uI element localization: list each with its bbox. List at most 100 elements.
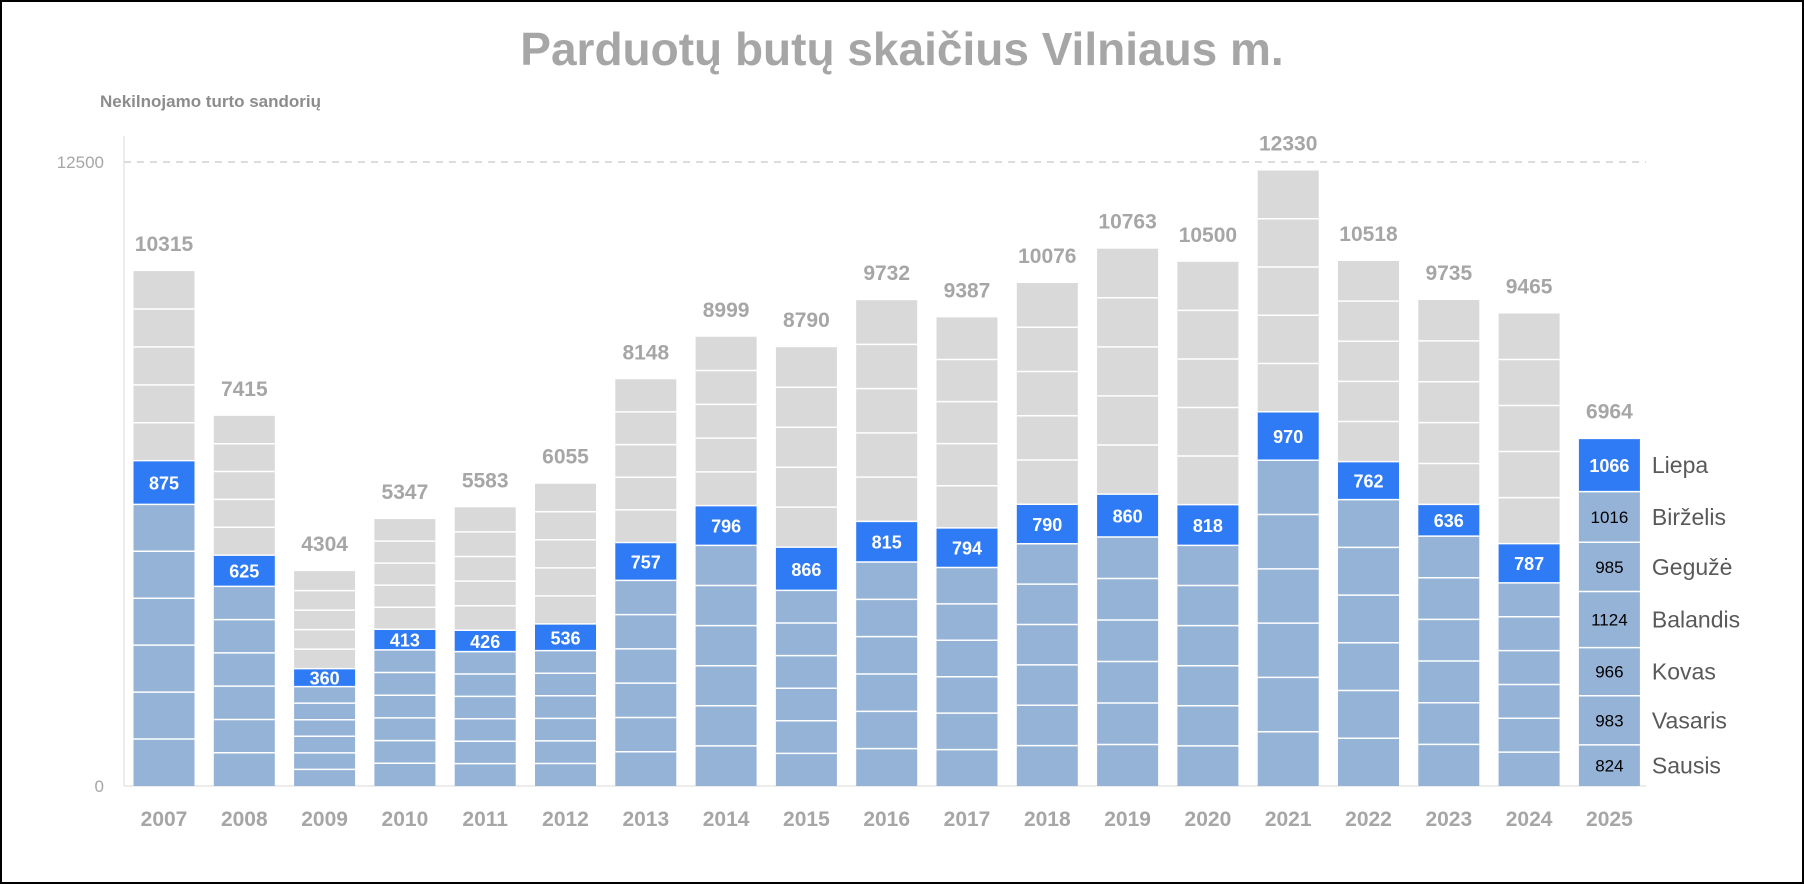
bar-total-label: 4304 bbox=[301, 533, 348, 556]
july-value-label: 860 bbox=[1113, 507, 1143, 527]
month-name-label: Balandis bbox=[1652, 607, 1740, 633]
x-tick-label: 2014 bbox=[703, 808, 750, 831]
chart-title: Parduotų butų skaičius Vilniaus m. bbox=[520, 23, 1284, 75]
july-value-label: 360 bbox=[310, 669, 340, 689]
bar-segment-july bbox=[374, 629, 436, 650]
month-value-label: 1124 bbox=[1591, 611, 1628, 630]
bar-segment-aug-dec bbox=[1016, 283, 1078, 505]
x-tick-label: 2007 bbox=[141, 808, 188, 831]
bar-segment-july bbox=[1578, 438, 1640, 492]
month-name-label: Sausis bbox=[1652, 752, 1721, 778]
bar-total-label: 10518 bbox=[1339, 223, 1398, 246]
x-tick-label: 2017 bbox=[944, 808, 991, 831]
x-tick-label: 2025 bbox=[1586, 808, 1633, 831]
bar-total-label: 10315 bbox=[135, 233, 194, 256]
bar-segment-july bbox=[1097, 494, 1159, 537]
july-value-label: 636 bbox=[1434, 511, 1464, 531]
july-value-label: 413 bbox=[390, 631, 420, 651]
x-tick-label: 2020 bbox=[1185, 808, 1232, 831]
x-tick-label: 2013 bbox=[622, 808, 669, 831]
bar-total-label: 10076 bbox=[1018, 245, 1076, 268]
bar-segment-aug-dec bbox=[1177, 261, 1239, 505]
july-value-label: 757 bbox=[631, 552, 661, 572]
july-value-label: 866 bbox=[791, 560, 821, 580]
x-tick-label: 2023 bbox=[1425, 808, 1472, 831]
bar-segment-aug-dec bbox=[454, 507, 516, 631]
bar-segment-aug-dec bbox=[1097, 248, 1159, 495]
x-tick-label: 2010 bbox=[382, 808, 429, 831]
y-tick-label-top: 12500 bbox=[57, 153, 104, 172]
bar-total-label: 8790 bbox=[783, 309, 830, 332]
x-tick-label: 2015 bbox=[783, 808, 830, 831]
month-value-label: 983 bbox=[1595, 711, 1623, 730]
bar-segment-july bbox=[133, 460, 195, 505]
bar-segment-aug-dec bbox=[775, 347, 837, 548]
july-value-label: 787 bbox=[1514, 554, 1544, 574]
bar-segment-july bbox=[294, 668, 356, 687]
bar-total-label: 5583 bbox=[462, 469, 509, 492]
bar-segment-aug-dec bbox=[1418, 300, 1480, 505]
x-tick-label: 2011 bbox=[462, 808, 508, 831]
bar-segment-aug-dec bbox=[856, 300, 918, 522]
x-tick-label: 2021 bbox=[1265, 808, 1312, 831]
july-value-label: 790 bbox=[1032, 515, 1062, 535]
july-value-label: 875 bbox=[149, 474, 179, 494]
bar-segment-july bbox=[1257, 411, 1319, 461]
bar-total-label: 12330 bbox=[1259, 132, 1317, 155]
bar-segment-aug-dec bbox=[1498, 313, 1560, 544]
month-name-label: Birželis bbox=[1652, 504, 1726, 530]
bar-total-label: 9732 bbox=[863, 262, 910, 285]
july-value-label: 762 bbox=[1353, 472, 1383, 492]
bar-segment-july bbox=[775, 547, 837, 591]
july-value-label: 815 bbox=[872, 533, 902, 553]
bar-segment-july bbox=[1016, 504, 1078, 544]
bar-total-label: 5347 bbox=[382, 481, 429, 504]
july-value-label: 536 bbox=[550, 628, 580, 648]
july-value-label: 796 bbox=[711, 517, 741, 537]
bar-segment-july bbox=[1418, 504, 1480, 537]
bar-segment-jan-jun bbox=[1578, 491, 1640, 786]
bar-total-label: 6964 bbox=[1586, 400, 1633, 423]
bar-total-label: 9735 bbox=[1425, 262, 1472, 285]
x-tick-label: 2018 bbox=[1024, 808, 1071, 831]
bar-segment-aug-dec bbox=[535, 483, 596, 624]
bar-segment-july bbox=[615, 542, 677, 581]
july-value-label: 625 bbox=[229, 562, 259, 582]
bar-segment-july bbox=[936, 527, 998, 568]
bar-segment-july bbox=[1177, 504, 1239, 546]
bar-group: 875 10315 2007 625 7415 2008 360 4304 2009 413 534… bbox=[133, 132, 1740, 831]
bar-segment-aug-dec bbox=[615, 379, 677, 543]
bar-segment-aug-dec bbox=[936, 317, 998, 528]
bar-segment-aug-dec bbox=[1338, 260, 1399, 462]
bar-segment-july bbox=[695, 505, 757, 546]
month-value-label: 985 bbox=[1595, 558, 1623, 577]
bar-segment-aug-dec bbox=[1257, 170, 1319, 412]
x-tick-label: 2016 bbox=[863, 808, 910, 831]
month-name-label: Kovas bbox=[1652, 659, 1716, 685]
x-tick-label: 2012 bbox=[542, 808, 589, 831]
july-value-label: 970 bbox=[1273, 427, 1303, 447]
bar-segment-july bbox=[213, 555, 275, 587]
bar-total-label: 10500 bbox=[1179, 224, 1237, 247]
month-name-label: Gegužė bbox=[1652, 554, 1733, 580]
y-axis-title: Nekilnojamo turto sandorių bbox=[100, 92, 322, 111]
july-value-label: 794 bbox=[952, 539, 982, 559]
x-tick-label: 2008 bbox=[221, 808, 268, 831]
bar-segment-july bbox=[454, 630, 516, 652]
bar-segment-aug-dec bbox=[695, 336, 757, 506]
bar-segment-july bbox=[856, 521, 918, 563]
month-name-label: Vasaris bbox=[1652, 707, 1727, 733]
bar-total-label: 9387 bbox=[944, 279, 991, 302]
bar-segment-aug-dec bbox=[213, 415, 275, 556]
bar-segment-aug-dec bbox=[294, 571, 356, 669]
bar-segment-aug-dec bbox=[133, 271, 195, 461]
bar-segment-july bbox=[1498, 543, 1560, 583]
bar-total-label: 9465 bbox=[1506, 276, 1553, 299]
bar-total-label: 10763 bbox=[1098, 211, 1156, 234]
bar-total-label: 8999 bbox=[703, 299, 750, 322]
month-value-label: 1016 bbox=[1590, 508, 1628, 527]
bar-total-label: 7415 bbox=[221, 378, 268, 401]
month-value-label: 966 bbox=[1595, 663, 1623, 682]
bar-segment-july bbox=[1338, 461, 1399, 500]
